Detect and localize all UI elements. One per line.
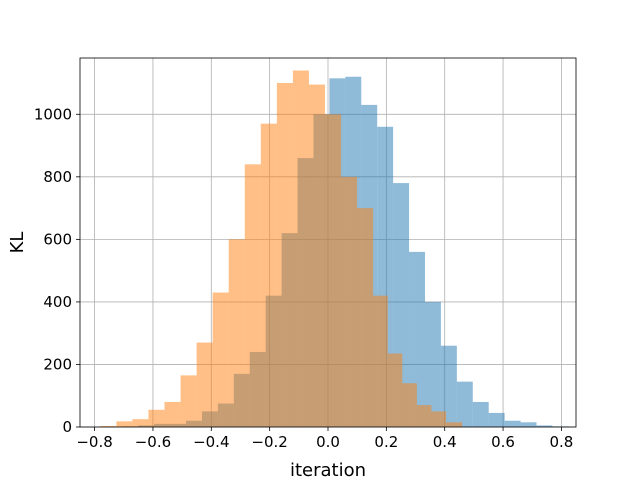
histogram-bar: [424, 301, 441, 427]
y-tick-label: 400: [43, 293, 72, 311]
x-tick-label: 0.8: [549, 433, 573, 451]
histogram-bar: [488, 412, 505, 427]
x-tick-label: −0.8: [76, 433, 112, 451]
x-tick-label: 0.0: [316, 433, 340, 451]
histogram-bar: [416, 405, 432, 427]
histogram-bar: [387, 353, 403, 427]
histogram-bar: [308, 84, 325, 427]
histogram-bar: [440, 345, 457, 427]
histogram-bar: [373, 295, 388, 427]
y-tick-label: 600: [43, 230, 72, 248]
histogram-bars: [100, 70, 569, 428]
x-tick-label: 0.2: [374, 433, 398, 451]
histogram-bar: [536, 425, 553, 427]
histogram-bar: [244, 164, 261, 428]
axis-ticks: −0.8 −0.6 −0.4 −0.2 0.0 0.2 0.4 0.6 0.8 0 200 400 60…: [34, 105, 574, 451]
histogram-bar: [276, 83, 293, 427]
histogram-bar: [472, 401, 489, 427]
histogram-bar: [228, 239, 245, 427]
histogram-bar: [100, 426, 117, 427]
histogram-bar: [212, 292, 229, 427]
histogram-bar: [446, 422, 463, 427]
histogram-bar: [341, 176, 358, 427]
x-tick-label: 0.6: [491, 433, 515, 451]
histogram-bar: [324, 114, 342, 427]
histogram-bar: [116, 421, 133, 427]
histogram-bar: [431, 411, 447, 427]
histogram-bar: [402, 383, 417, 427]
histogram-bar: [292, 70, 309, 427]
x-tick-label: −0.4: [193, 433, 229, 451]
histogram-bar: [148, 409, 165, 427]
histogram-bar: [357, 208, 374, 427]
x-axis-label: iteration: [290, 460, 366, 480]
y-tick-label: 1000: [34, 105, 72, 123]
x-tick-label: 0.4: [433, 433, 457, 451]
histogram-bar: [132, 419, 149, 427]
histogram-bar: [504, 420, 521, 427]
histogram-bar: [196, 342, 213, 427]
y-tick-label: 200: [43, 355, 72, 373]
x-tick-label: −0.2: [251, 433, 287, 451]
histogram-bar: [520, 422, 537, 427]
x-tick-label: −0.6: [135, 433, 171, 451]
histogram-bar: [164, 401, 181, 427]
y-tick-label: 800: [43, 168, 72, 186]
histogram-bar: [180, 375, 197, 427]
series-2: [100, 70, 463, 428]
y-axis-label: KL: [7, 232, 28, 254]
histogram-bar: [456, 381, 473, 427]
y-tick-label: 0: [62, 418, 72, 436]
histogram-bar: [260, 123, 277, 427]
